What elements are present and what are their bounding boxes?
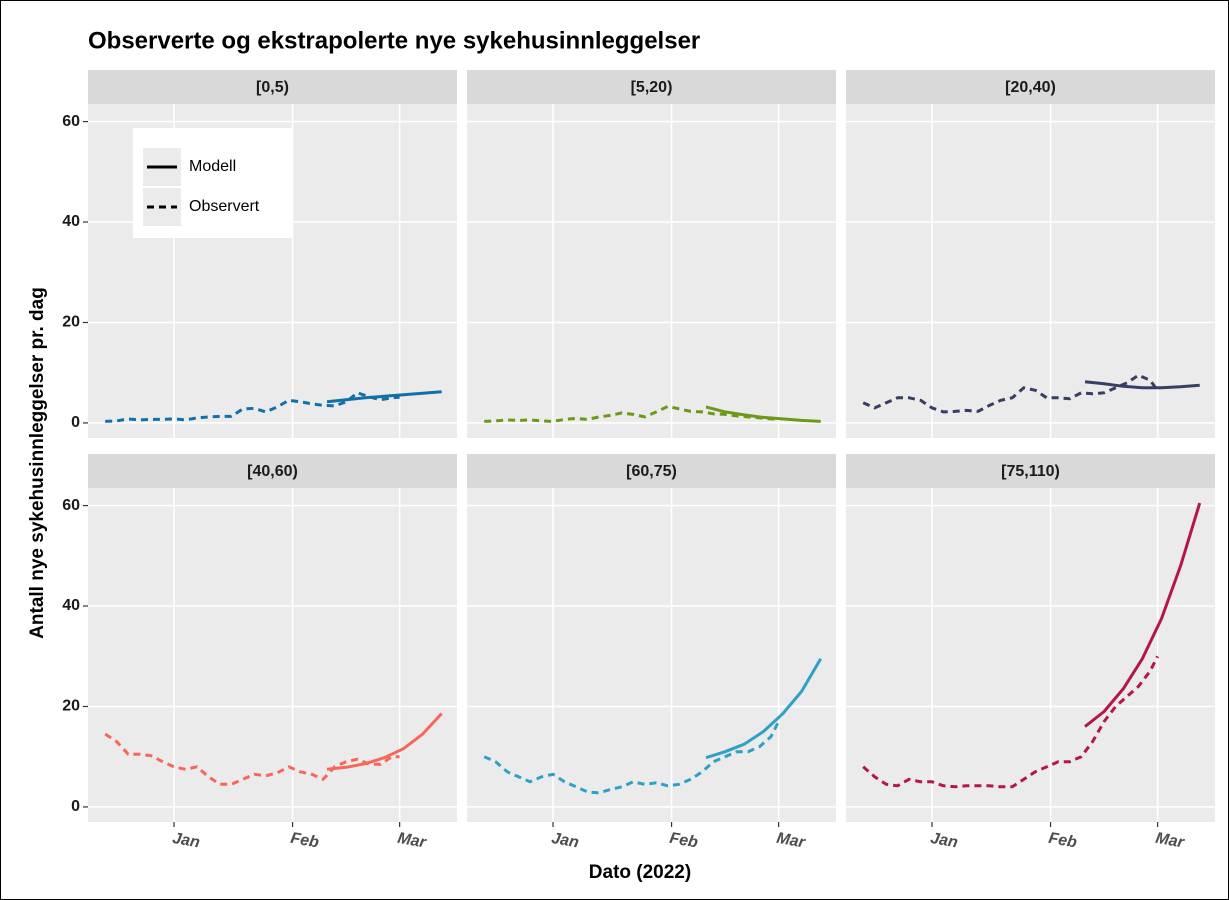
x-tick-label: Feb [289, 830, 320, 852]
legend-label: Modell [189, 158, 236, 175]
chart-title: Observerte og ekstrapolerte nye sykehusi… [88, 27, 700, 54]
y-axis-title: Antall nye sykehusinnleggelser pr. dag [27, 287, 48, 639]
series-line [705, 658, 822, 760]
x-tick-label: Feb [1047, 830, 1078, 852]
panel-background [467, 104, 836, 438]
x-tick-label: Jan [550, 830, 580, 852]
series-line [1084, 380, 1200, 390]
strip-label: [40,60) [247, 463, 298, 480]
strip-label: [5,20) [631, 79, 673, 96]
y-tick-label: 40 [62, 213, 80, 230]
strip [846, 454, 1215, 488]
legend-label: Observert [189, 198, 260, 215]
x-axis-title: Dato (2022) [589, 862, 691, 883]
strip-label: [20,40) [1005, 79, 1056, 96]
x-tick-label: Jan [929, 830, 959, 852]
x-tick-label: Feb [668, 830, 699, 852]
x-tick-label: Mar [396, 830, 428, 852]
series-line [326, 712, 443, 771]
y-tick-label: 0 [71, 414, 80, 431]
strip-label: [75,110) [1001, 463, 1060, 480]
strip-label: [0,5) [256, 79, 289, 96]
y-tick-label: 40 [62, 597, 80, 614]
y-tick-label: 60 [62, 497, 80, 514]
strip [467, 454, 836, 488]
strip [846, 70, 1215, 104]
y-tick-label: 0 [71, 798, 80, 815]
series-line [104, 732, 400, 786]
y-tick-label: 20 [62, 698, 80, 715]
strip-label: [60,75) [626, 463, 677, 480]
series-line [326, 390, 442, 404]
panel-background [467, 488, 836, 822]
x-tick-label: Mar [1154, 830, 1186, 852]
series-line [862, 373, 1159, 414]
panel-background [88, 488, 457, 822]
strip [88, 454, 457, 488]
series-line [484, 404, 779, 423]
series-line [105, 391, 400, 423]
strip [88, 70, 457, 104]
x-tick-label: Jan [171, 830, 201, 852]
y-tick-label: 60 [62, 113, 80, 130]
y-tick-label: 20 [62, 314, 80, 331]
panel-background [846, 488, 1215, 822]
series-line [705, 405, 821, 423]
series-line [862, 655, 1159, 789]
x-tick-label: Mar [775, 830, 807, 852]
strip [467, 70, 836, 104]
panel-background [846, 104, 1215, 438]
series-line [1084, 502, 1202, 728]
